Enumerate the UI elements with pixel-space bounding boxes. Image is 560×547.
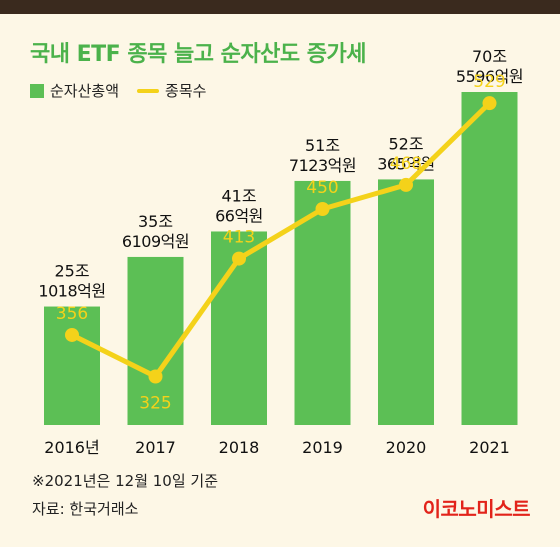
bar-label-line1-4: 52조 xyxy=(388,134,423,153)
x-tick-label-0: 2016년 xyxy=(44,438,99,457)
bar-1 xyxy=(127,256,184,425)
line-point-2 xyxy=(232,251,246,266)
legend-line-label: 종목수 xyxy=(165,82,207,100)
legend-bar-label: 순자산총액 xyxy=(50,82,120,100)
line-value-label-2: 413 xyxy=(223,228,255,248)
top-bar xyxy=(0,0,560,14)
source-text: 자료: 한국거래소 xyxy=(32,500,139,518)
line-value-label-0: 356 xyxy=(56,304,88,324)
bar-3 xyxy=(294,180,351,425)
line-value-label-4: 468 xyxy=(390,154,422,174)
x-tick-label-3: 2019 xyxy=(302,438,343,457)
bar-label-line1-1: 35조 xyxy=(138,212,173,231)
line-point-0 xyxy=(65,327,79,342)
bar-label-line1-0: 25조 xyxy=(54,262,89,281)
bar-0 xyxy=(44,306,100,425)
bar-label-line2-3: 7123억원 xyxy=(289,156,356,175)
bar-label-line1-3: 51조 xyxy=(305,136,340,155)
bar-label-line2-5: 5596억원 xyxy=(456,67,523,86)
line-point-5 xyxy=(482,96,497,111)
legend-line-swatch xyxy=(137,88,160,93)
footnote: ※2021년은 12월 10일 기준 xyxy=(32,472,219,490)
line-value-label-5: 529 xyxy=(473,72,505,92)
x-tick-label-5: 2021 xyxy=(469,438,510,457)
line-point-3 xyxy=(315,202,330,216)
x-tick-label-2: 2018 xyxy=(219,438,260,457)
line-value-label-1: 325 xyxy=(139,394,171,414)
bar-label-line1-2: 41조 xyxy=(221,186,256,205)
bar-4 xyxy=(378,179,434,425)
bar-label-line2-1: 6109억원 xyxy=(122,232,189,251)
brand-logo: 이코노미스트 xyxy=(422,497,531,521)
bar-label-line1-5: 70조 xyxy=(472,47,507,66)
line-value-label-3: 450 xyxy=(306,178,338,198)
legend-bar-swatch xyxy=(30,83,44,98)
bar-5 xyxy=(461,92,518,425)
line-point-4 xyxy=(399,177,413,192)
x-tick-label-4: 2020 xyxy=(386,438,427,457)
line-point-1 xyxy=(148,369,163,384)
bar-label-line2-0: 1018억원 xyxy=(38,282,105,301)
series-line-종목수 xyxy=(69,100,492,379)
chart-legend: 순자산총액 종목수 xyxy=(30,80,206,101)
x-tick-label-1: 2017 xyxy=(135,438,176,457)
bar-label-line2-2: 66억원 xyxy=(215,206,263,225)
chart-title: 국내 ETF 종목 늘고 순자산도 증가세 xyxy=(30,42,366,67)
